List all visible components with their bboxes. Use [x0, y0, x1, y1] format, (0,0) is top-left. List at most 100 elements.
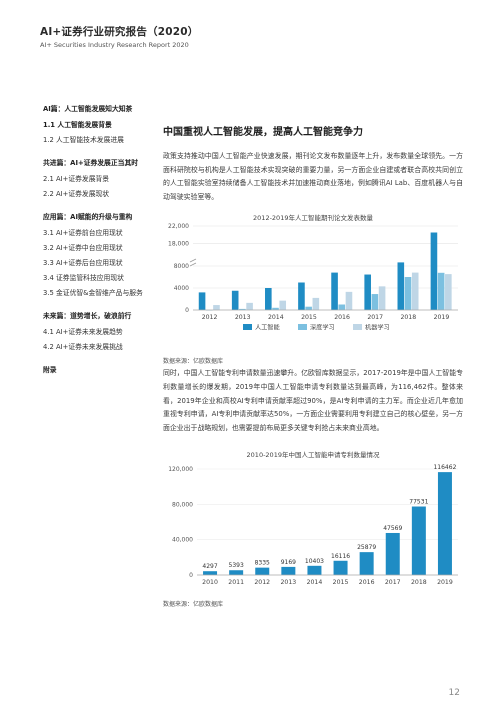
x-tick-label: 2013	[280, 579, 296, 586]
toc-item[interactable]: 4.1 AI+证券未来发展趋势	[43, 328, 123, 336]
y-tick-label: 120,000	[168, 466, 193, 473]
bar	[404, 277, 412, 311]
x-tick-label: 2017	[367, 314, 383, 321]
x-tick-label: 2014	[268, 314, 284, 321]
legend-swatch	[298, 324, 307, 331]
bar	[437, 273, 445, 311]
bar	[411, 272, 419, 311]
toc-item[interactable]: 3.2 AI+证券中台应用现状	[43, 244, 123, 252]
bar	[364, 274, 371, 311]
x-tick-label: 2016	[359, 579, 375, 586]
legend-swatch	[243, 324, 252, 331]
table-of-contents: AI篇：人工智能发展知大知茶 1.1 人工智能发展背景 1.2 人工智能技术发展进展…	[43, 103, 165, 387]
chart2-title: 2010-2019年中国人工智能申请专利数量情况	[246, 451, 380, 460]
bar	[385, 533, 400, 576]
bar	[239, 309, 246, 311]
bar	[371, 294, 379, 311]
data-label: 5393	[229, 563, 244, 570]
x-tick-label: 2013	[235, 314, 251, 321]
data-label: 9169	[281, 559, 296, 566]
toc-section: 共进篇：AI+证券发展正当其时 2.1 AI+证券发展背景 2.2 AI+证券发展现…	[43, 157, 165, 198]
toc-item[interactable]: 3.5 金证优智&金智维产品与服务	[43, 289, 143, 297]
x-tick-label: 2010	[202, 579, 218, 586]
toc-section: 应用篇：AI赋能的升级与重构 3.1 AI+证券前台应用现状 3.2 AI+证券中台…	[43, 211, 165, 297]
y-tick-label: 0	[185, 307, 189, 314]
x-tick-label: 2018	[400, 314, 416, 321]
toc-section: 未来篇：道势增长，破浪前行 4.1 AI+证券未来发展趋势 4.2 AI+证券未来发…	[43, 310, 165, 351]
x-tick-label: 2015	[333, 579, 349, 586]
journal-papers-chart: 0 4000 8000 18,000 22,000 2012 2013 2014 2015 201…	[168, 223, 458, 332]
chart1-title: 2012-2019年人工智能期刊论文发表数量	[253, 214, 373, 223]
data-label: 116462	[433, 464, 456, 471]
bar	[312, 298, 320, 311]
x-tick-label: 2018	[411, 579, 427, 586]
bar	[331, 272, 338, 311]
x-tick-label: 2019	[437, 579, 453, 586]
bar	[411, 506, 426, 576]
bar	[307, 566, 322, 576]
bar	[305, 307, 312, 311]
toc-item[interactable]: 2.2 AI+证券发展现状	[43, 190, 110, 198]
paragraph-2: 同时，中国人工智能专利申请数量迅速攀升。亿欧智库数据显示，2017-2019年是…	[163, 369, 463, 432]
bar	[272, 308, 279, 311]
bar	[198, 292, 206, 311]
bar	[397, 262, 405, 311]
patent-applications-chart: 0 40,000 80,000 120,000 4297 2010 5393 2011 8335…	[168, 464, 458, 586]
toc-item[interactable]: 1.1 人工智能发展背景	[43, 121, 112, 129]
x-tick-label: 2019	[434, 314, 450, 321]
y-tick-label: 22,000	[168, 223, 189, 230]
bar	[203, 571, 218, 576]
page-number: 12	[448, 688, 460, 698]
toc-item[interactable]: 2.1 AI+证券发展背景	[43, 175, 110, 183]
data-label: 47569	[383, 525, 402, 532]
toc-section-title[interactable]: 应用篇：AI赋能的升级与重构	[43, 213, 133, 221]
y-tick-label: 40,000	[172, 537, 193, 544]
x-tick-label: 2017	[385, 579, 401, 586]
toc-item[interactable]: 3.3 AI+证券后台应用现状	[43, 259, 123, 267]
x-tick-label: 2016	[334, 314, 350, 321]
y-tick-label: 18,000	[168, 241, 189, 248]
bar	[231, 291, 239, 311]
axis-break-icon	[189, 259, 197, 267]
y-tick-label: 8000	[174, 263, 189, 270]
toc-item[interactable]: 3.1 AI+证券前台应用现状	[43, 229, 123, 237]
report-subtitle: AI+ Securities Industry Research Report …	[40, 41, 189, 49]
bar	[338, 304, 346, 311]
bar	[359, 552, 374, 576]
legend-label: 深度学习	[310, 324, 335, 332]
section-title: 中国重视人工智能发展，提高人工智能竞争力	[163, 127, 363, 138]
report-title: AI+证券行业研究报告（2020）	[40, 26, 199, 38]
bar	[445, 274, 452, 311]
bar	[333, 561, 348, 576]
data-label: 16116	[331, 553, 350, 560]
data-label: 10403	[305, 558, 324, 565]
toc-section-title[interactable]: 附录	[43, 366, 57, 374]
chart1-source: 数据来源：亿欧数据库	[163, 358, 224, 366]
toc-item[interactable]: 3.4 证券监管科技应用现状	[43, 274, 124, 282]
data-label: 4297	[202, 564, 217, 571]
x-tick-label: 2012	[254, 579, 270, 586]
bar	[430, 232, 438, 311]
bar	[298, 282, 305, 311]
toc-item[interactable]: 4.2 AI+证券未来发展挑战	[43, 343, 123, 351]
main-content: 中国重视人工智能发展，提高人工智能竞争力 政策支持推动中国人工智能产业快速发展，…	[163, 123, 463, 608]
paragraph-1: 政策支持推动中国人工智能产业快速发展，期刊论文发布数量逐年上升，发布数量全球领先…	[163, 152, 463, 201]
chart2-source: 数据来源：亿欧数据库	[163, 601, 224, 609]
legend-label: 机器学习	[365, 324, 390, 332]
toc-section-title[interactable]: AI篇：人工智能发展知大知茶	[43, 105, 133, 113]
bar	[279, 301, 287, 311]
toc-item[interactable]: 1.2 人工智能技术发展进展	[43, 136, 124, 144]
bar	[246, 303, 253, 311]
bar	[213, 305, 220, 311]
toc-section-title[interactable]: 共进篇：AI+证券发展正当其时	[43, 159, 139, 167]
x-tick-label: 2014	[307, 579, 323, 586]
bar	[378, 286, 386, 311]
toc-section-title[interactable]: 未来篇：道势增长，破浪前行	[43, 312, 132, 320]
y-tick-label: 4000	[174, 285, 189, 292]
data-label: 77531	[409, 499, 428, 506]
bar	[265, 288, 272, 311]
bar	[281, 567, 296, 576]
x-tick-label: 2015	[301, 314, 317, 321]
y-tick-label: 80,000	[172, 502, 193, 509]
legend-swatch	[353, 324, 362, 331]
